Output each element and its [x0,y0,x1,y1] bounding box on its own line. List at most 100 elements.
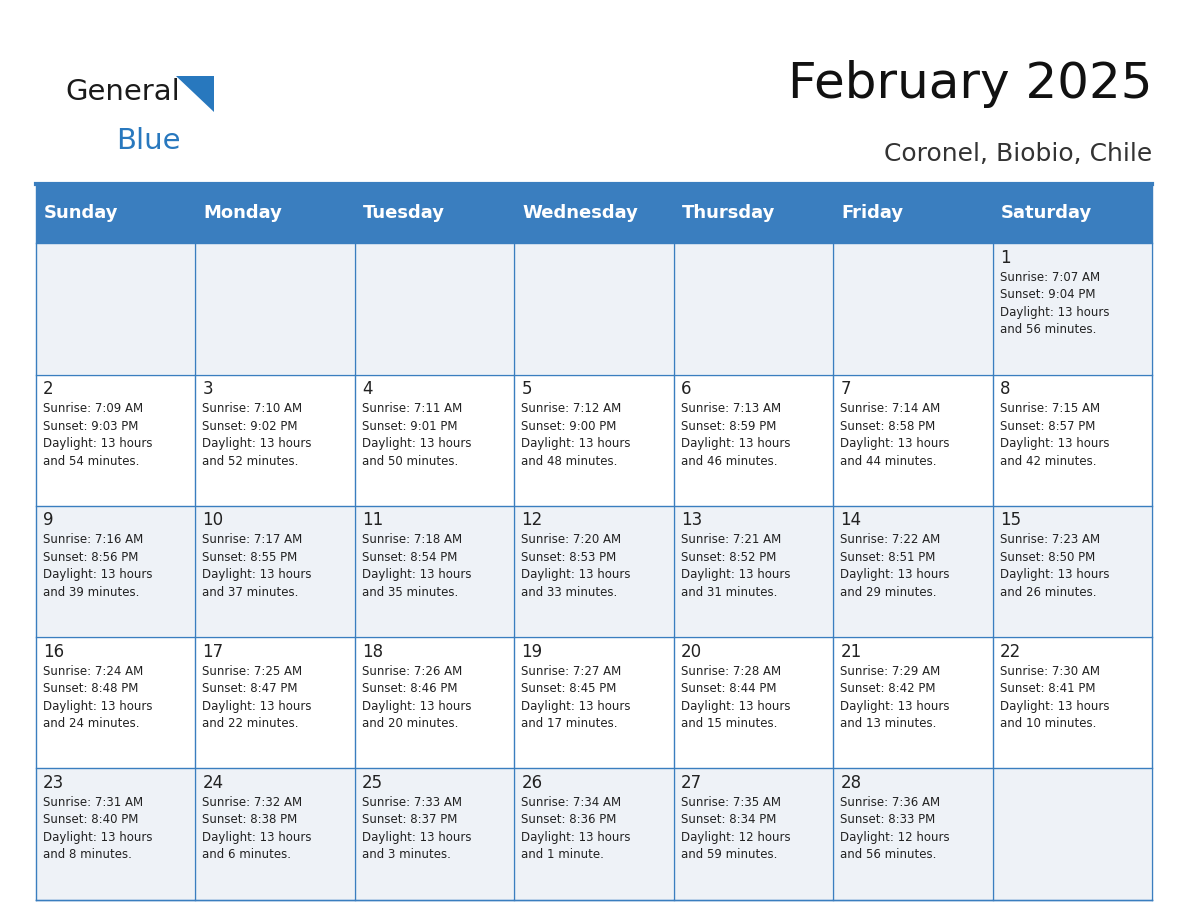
Bar [195,506,355,637]
Text: Sunrise: 7:11 AM
Sunset: 9:01 PM
Daylight: 13 hours
and 50 minutes.: Sunrise: 7:11 AM Sunset: 9:01 PM Dayligh… [362,402,472,467]
Bar [833,375,993,506]
Bar [195,637,355,768]
Bar [514,375,674,506]
Text: Sunrise: 7:36 AM
Sunset: 8:33 PM
Daylight: 12 hours
and 56 minutes.: Sunrise: 7:36 AM Sunset: 8:33 PM Dayligh… [840,796,950,861]
Text: 13: 13 [681,511,702,530]
Text: Sunrise: 7:15 AM
Sunset: 8:57 PM
Daylight: 13 hours
and 42 minutes.: Sunrise: 7:15 AM Sunset: 8:57 PM Dayligh… [1000,402,1110,467]
Text: 12: 12 [522,511,543,530]
Text: Friday: Friday [841,205,904,222]
Text: Sunrise: 7:31 AM
Sunset: 8:40 PM
Daylight: 13 hours
and 8 minutes.: Sunrise: 7:31 AM Sunset: 8:40 PM Dayligh… [43,796,152,861]
Bar [993,243,1152,375]
Text: Thursday: Thursday [682,205,776,222]
Bar [833,506,993,637]
Text: Monday: Monday [203,205,283,222]
Bar [36,243,195,375]
Bar [355,637,514,768]
Text: Sunrise: 7:18 AM
Sunset: 8:54 PM
Daylight: 13 hours
and 35 minutes.: Sunrise: 7:18 AM Sunset: 8:54 PM Dayligh… [362,533,472,599]
Text: Sunrise: 7:26 AM
Sunset: 8:46 PM
Daylight: 13 hours
and 20 minutes.: Sunrise: 7:26 AM Sunset: 8:46 PM Dayligh… [362,665,472,730]
Text: Sunrise: 7:33 AM
Sunset: 8:37 PM
Daylight: 13 hours
and 3 minutes.: Sunrise: 7:33 AM Sunset: 8:37 PM Dayligh… [362,796,472,861]
Text: 20: 20 [681,643,702,661]
Text: Blue: Blue [116,127,181,155]
Text: 15: 15 [1000,511,1020,530]
Text: General: General [65,78,181,106]
Text: Sunrise: 7:23 AM
Sunset: 8:50 PM
Daylight: 13 hours
and 26 minutes.: Sunrise: 7:23 AM Sunset: 8:50 PM Dayligh… [1000,533,1110,599]
Text: 22: 22 [1000,643,1022,661]
Text: 21: 21 [840,643,861,661]
Text: 24: 24 [202,774,223,792]
Polygon shape [176,76,214,112]
Text: Sunrise: 7:29 AM
Sunset: 8:42 PM
Daylight: 13 hours
and 13 minutes.: Sunrise: 7:29 AM Sunset: 8:42 PM Dayligh… [840,665,950,730]
Text: 27: 27 [681,774,702,792]
Bar [36,637,195,768]
Text: Sunrise: 7:22 AM
Sunset: 8:51 PM
Daylight: 13 hours
and 29 minutes.: Sunrise: 7:22 AM Sunset: 8:51 PM Dayligh… [840,533,950,599]
Text: 18: 18 [362,643,383,661]
Text: 10: 10 [202,511,223,530]
Text: Sunday: Sunday [44,205,119,222]
Text: 25: 25 [362,774,383,792]
Bar [993,375,1152,506]
Bar [514,637,674,768]
Bar [36,375,195,506]
Text: 4: 4 [362,380,372,398]
Text: Sunrise: 7:30 AM
Sunset: 8:41 PM
Daylight: 13 hours
and 10 minutes.: Sunrise: 7:30 AM Sunset: 8:41 PM Dayligh… [1000,665,1110,730]
Bar [514,184,674,243]
Text: Sunrise: 7:13 AM
Sunset: 8:59 PM
Daylight: 13 hours
and 46 minutes.: Sunrise: 7:13 AM Sunset: 8:59 PM Dayligh… [681,402,790,467]
Text: Tuesday: Tuesday [364,205,446,222]
Text: Sunrise: 7:10 AM
Sunset: 9:02 PM
Daylight: 13 hours
and 52 minutes.: Sunrise: 7:10 AM Sunset: 9:02 PM Dayligh… [202,402,311,467]
Text: Sunrise: 7:12 AM
Sunset: 9:00 PM
Daylight: 13 hours
and 48 minutes.: Sunrise: 7:12 AM Sunset: 9:00 PM Dayligh… [522,402,631,467]
Text: Wednesday: Wednesday [523,205,638,222]
Text: Sunrise: 7:17 AM
Sunset: 8:55 PM
Daylight: 13 hours
and 37 minutes.: Sunrise: 7:17 AM Sunset: 8:55 PM Dayligh… [202,533,311,599]
Text: Sunrise: 7:28 AM
Sunset: 8:44 PM
Daylight: 13 hours
and 15 minutes.: Sunrise: 7:28 AM Sunset: 8:44 PM Dayligh… [681,665,790,730]
Text: 1: 1 [1000,249,1011,267]
Bar [195,243,355,375]
Bar [833,243,993,375]
Text: 5: 5 [522,380,532,398]
Bar [833,768,993,900]
Bar [355,243,514,375]
Text: 19: 19 [522,643,543,661]
Text: Sunrise: 7:09 AM
Sunset: 9:03 PM
Daylight: 13 hours
and 54 minutes.: Sunrise: 7:09 AM Sunset: 9:03 PM Dayligh… [43,402,152,467]
Text: Sunrise: 7:16 AM
Sunset: 8:56 PM
Daylight: 13 hours
and 39 minutes.: Sunrise: 7:16 AM Sunset: 8:56 PM Dayligh… [43,533,152,599]
Bar [993,637,1152,768]
Bar [674,243,833,375]
Bar [195,375,355,506]
Text: 16: 16 [43,643,64,661]
Text: 2: 2 [43,380,53,398]
Bar [514,768,674,900]
Bar [36,184,195,243]
Text: 9: 9 [43,511,53,530]
Text: 7: 7 [840,380,851,398]
Text: 23: 23 [43,774,64,792]
Text: 8: 8 [1000,380,1011,398]
Bar [355,768,514,900]
Text: Sunrise: 7:07 AM
Sunset: 9:04 PM
Daylight: 13 hours
and 56 minutes.: Sunrise: 7:07 AM Sunset: 9:04 PM Dayligh… [1000,271,1110,336]
Bar [36,768,195,900]
Bar [355,375,514,506]
Text: Sunrise: 7:24 AM
Sunset: 8:48 PM
Daylight: 13 hours
and 24 minutes.: Sunrise: 7:24 AM Sunset: 8:48 PM Dayligh… [43,665,152,730]
Bar [993,184,1152,243]
Text: Sunrise: 7:20 AM
Sunset: 8:53 PM
Daylight: 13 hours
and 33 minutes.: Sunrise: 7:20 AM Sunset: 8:53 PM Dayligh… [522,533,631,599]
Bar [355,184,514,243]
Bar [993,506,1152,637]
Text: Sunrise: 7:25 AM
Sunset: 8:47 PM
Daylight: 13 hours
and 22 minutes.: Sunrise: 7:25 AM Sunset: 8:47 PM Dayligh… [202,665,311,730]
Bar [674,637,833,768]
Text: Sunrise: 7:27 AM
Sunset: 8:45 PM
Daylight: 13 hours
and 17 minutes.: Sunrise: 7:27 AM Sunset: 8:45 PM Dayligh… [522,665,631,730]
Text: 17: 17 [202,643,223,661]
Text: 26: 26 [522,774,543,792]
Text: February 2025: February 2025 [788,60,1152,107]
Bar [514,506,674,637]
Text: Sunrise: 7:14 AM
Sunset: 8:58 PM
Daylight: 13 hours
and 44 minutes.: Sunrise: 7:14 AM Sunset: 8:58 PM Dayligh… [840,402,950,467]
Text: 3: 3 [202,380,213,398]
Bar [355,506,514,637]
Text: 6: 6 [681,380,691,398]
Text: Sunrise: 7:21 AM
Sunset: 8:52 PM
Daylight: 13 hours
and 31 minutes.: Sunrise: 7:21 AM Sunset: 8:52 PM Dayligh… [681,533,790,599]
Text: Sunrise: 7:34 AM
Sunset: 8:36 PM
Daylight: 13 hours
and 1 minute.: Sunrise: 7:34 AM Sunset: 8:36 PM Dayligh… [522,796,631,861]
Text: 28: 28 [840,774,861,792]
Bar [195,768,355,900]
Text: Coronel, Biobio, Chile: Coronel, Biobio, Chile [884,142,1152,166]
Bar [674,768,833,900]
Text: Sunrise: 7:35 AM
Sunset: 8:34 PM
Daylight: 12 hours
and 59 minutes.: Sunrise: 7:35 AM Sunset: 8:34 PM Dayligh… [681,796,790,861]
Text: 11: 11 [362,511,383,530]
Bar [514,243,674,375]
Bar [195,184,355,243]
